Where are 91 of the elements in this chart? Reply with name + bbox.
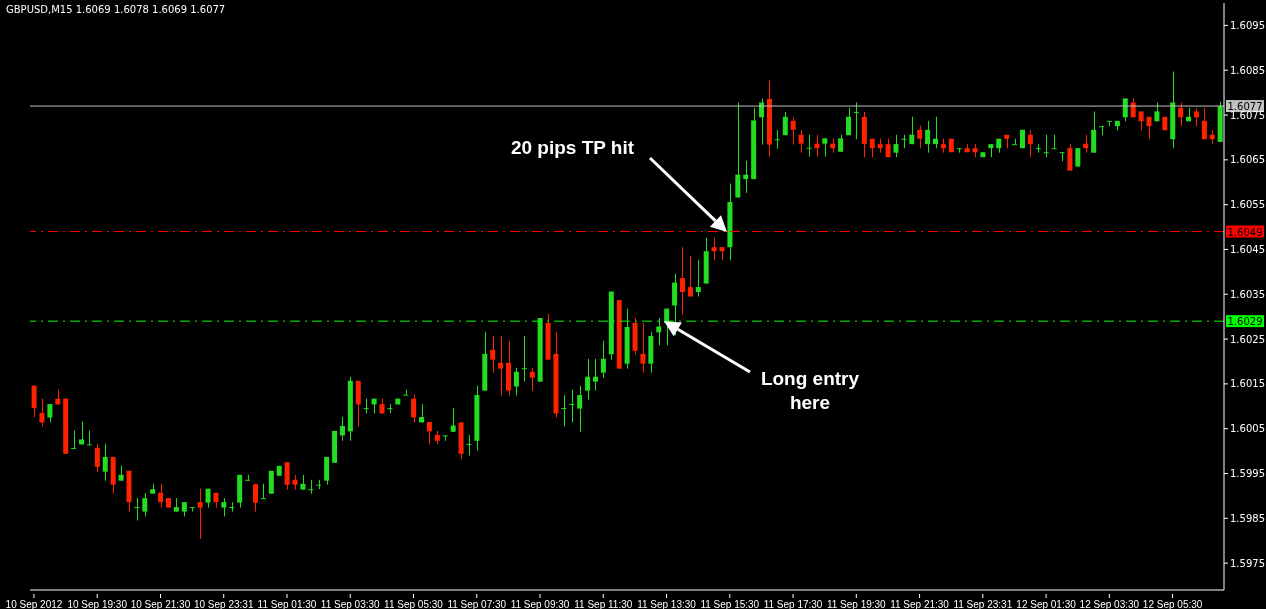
y-tick-label: 1.6005 (1230, 423, 1265, 435)
candlestick (1051, 134, 1057, 150)
candlestick (695, 259, 701, 297)
candlestick (229, 501, 235, 513)
candlestick (846, 107, 852, 136)
candlestick (585, 358, 591, 401)
candlestick (925, 120, 931, 154)
ref-line-label: 1.6049 (1227, 226, 1263, 238)
candlestick (806, 134, 812, 158)
candlestick (909, 116, 915, 145)
y-tick-label: 1.5975 (1230, 557, 1265, 569)
candlestick (1201, 107, 1207, 140)
candlestick (324, 456, 330, 486)
candlestick (134, 497, 140, 522)
candlestick (1178, 101, 1184, 127)
candlestick (1122, 97, 1128, 122)
candlestick (933, 116, 939, 149)
candlestick (569, 389, 575, 423)
candlestick (1075, 147, 1081, 168)
candlestick (743, 160, 749, 194)
candlestick (1193, 107, 1199, 127)
chart-title: GBPUSD,M15 1.6069 1.6078 1.6069 1.6077 (6, 4, 226, 15)
candlestick (1138, 110, 1144, 131)
candlestick (94, 443, 100, 473)
candlestick (339, 416, 345, 442)
candlestick (1067, 143, 1073, 172)
candlestick (86, 429, 92, 446)
y-tick-label: 1.6015 (1230, 378, 1265, 390)
candlestick (687, 255, 693, 297)
candlestick (498, 335, 504, 397)
candlestick (640, 322, 646, 374)
candlestick (1027, 129, 1033, 158)
candlestick (513, 367, 519, 397)
candlestick (47, 403, 53, 423)
ref-line-label: 1.6077 (1227, 101, 1263, 113)
candlestick (956, 147, 962, 154)
ref-line-label: 1.6029 (1227, 316, 1263, 328)
y-tick-label: 1.5985 (1230, 512, 1265, 524)
candlestick (442, 434, 448, 442)
candlestick (355, 380, 361, 427)
candlestick (142, 492, 148, 518)
candlestick (39, 398, 45, 427)
candlestick (1012, 138, 1018, 146)
candlestick (490, 335, 496, 374)
candlestick (679, 246, 685, 315)
candlestick (252, 483, 258, 513)
y-tick-label: 1.5995 (1230, 468, 1265, 480)
y-tick-label: 1.6025 (1230, 333, 1265, 345)
candlestick (284, 461, 290, 491)
candlestick (774, 129, 780, 150)
y-tick-label: 1.6085 (1230, 64, 1265, 76)
candlestick (308, 479, 314, 495)
candlestick (893, 134, 899, 158)
y-tick-label: 1.6065 (1230, 154, 1265, 166)
candlestick (600, 340, 606, 379)
candlestick (450, 407, 456, 433)
candlestick (735, 101, 741, 198)
candlestick (71, 429, 77, 449)
candlestick (593, 358, 598, 392)
y-tick-label: 1.6035 (1230, 288, 1265, 300)
candlestick (1091, 110, 1097, 154)
candlestick (790, 116, 796, 146)
candlestick (245, 474, 251, 481)
candlestick (853, 101, 859, 140)
candlestick (901, 134, 907, 149)
candlestick (466, 434, 472, 457)
candlestick (798, 129, 804, 154)
candlestick (102, 443, 108, 482)
candlestick (403, 389, 409, 396)
candlestick (822, 137, 828, 158)
annotation: Long entry here (759, 367, 861, 415)
candlestick (711, 237, 717, 261)
candlestick (31, 385, 37, 418)
candlestick (260, 483, 266, 500)
candlestick (221, 497, 227, 518)
candlestick (189, 506, 195, 513)
y-tick-label: 1.6055 (1230, 199, 1265, 211)
candlestick (529, 367, 535, 392)
candlestick (577, 385, 583, 433)
candlestick (158, 483, 164, 509)
annotation: 20 pips TP hit (509, 136, 636, 160)
candlestick (411, 394, 417, 423)
candlestick (521, 335, 527, 383)
y-tick-label: 1.6045 (1230, 244, 1265, 255)
y-tick-label: 1.6095 (1230, 19, 1265, 31)
candlestick (814, 134, 820, 158)
candlestick (672, 273, 678, 336)
candlestick (561, 394, 567, 427)
candlestick (917, 125, 923, 149)
candlestick (1043, 134, 1049, 158)
candlestick (197, 488, 203, 540)
